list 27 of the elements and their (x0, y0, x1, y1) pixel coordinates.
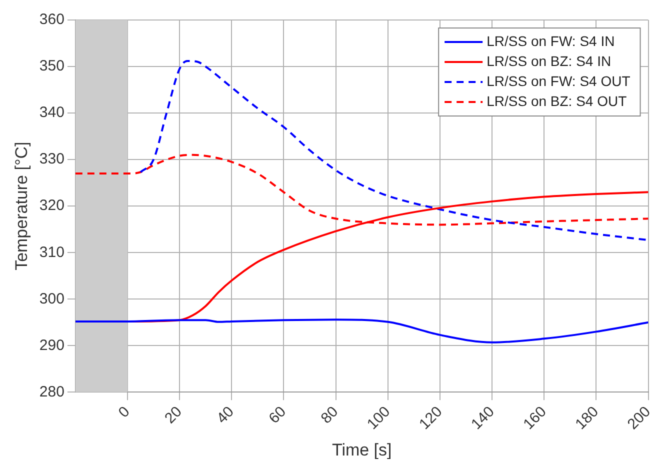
x-tick-label: 160 (520, 403, 550, 433)
y-tick-label: 300 (39, 290, 64, 308)
x-tick-label: 60 (266, 403, 290, 428)
legend-label: LR/SS on FW: S4 OUT (486, 72, 631, 89)
line-series (75, 318, 648, 344)
y-tick-label: 290 (39, 336, 64, 354)
y-tick-label: 340 (39, 104, 64, 122)
legend-label: LR/SS on FW: S4 IN (486, 32, 615, 49)
x-tick-label: 120 (416, 403, 446, 433)
x-axis-title: Time [s] (332, 440, 392, 460)
x-tick-label: 40 (214, 403, 238, 428)
y-tick-label: 330 (39, 150, 64, 168)
x-tick-label: 0 (115, 403, 134, 422)
x-tick-label: 140 (468, 403, 498, 433)
y-tick-label: 280 (39, 383, 64, 400)
y-tick-label: 320 (39, 197, 64, 214)
y-tick-label: 360 (39, 11, 64, 28)
x-tick-label: 20 (162, 403, 186, 428)
x-tick-label: 80 (318, 403, 342, 428)
y-tick-label: 350 (39, 58, 64, 75)
legend-label: LR/SS on BZ: S4 OUT (486, 92, 628, 109)
y-tick-label: 310 (39, 244, 64, 261)
legend-label: LR/SS on BZ: S4 IN (486, 52, 612, 69)
x-tick-label: 180 (572, 403, 602, 433)
y-axis-title: Temperature [°C] (12, 142, 31, 270)
x-tick-label: 100 (364, 403, 394, 433)
x-tick-label: 200 (624, 403, 654, 433)
